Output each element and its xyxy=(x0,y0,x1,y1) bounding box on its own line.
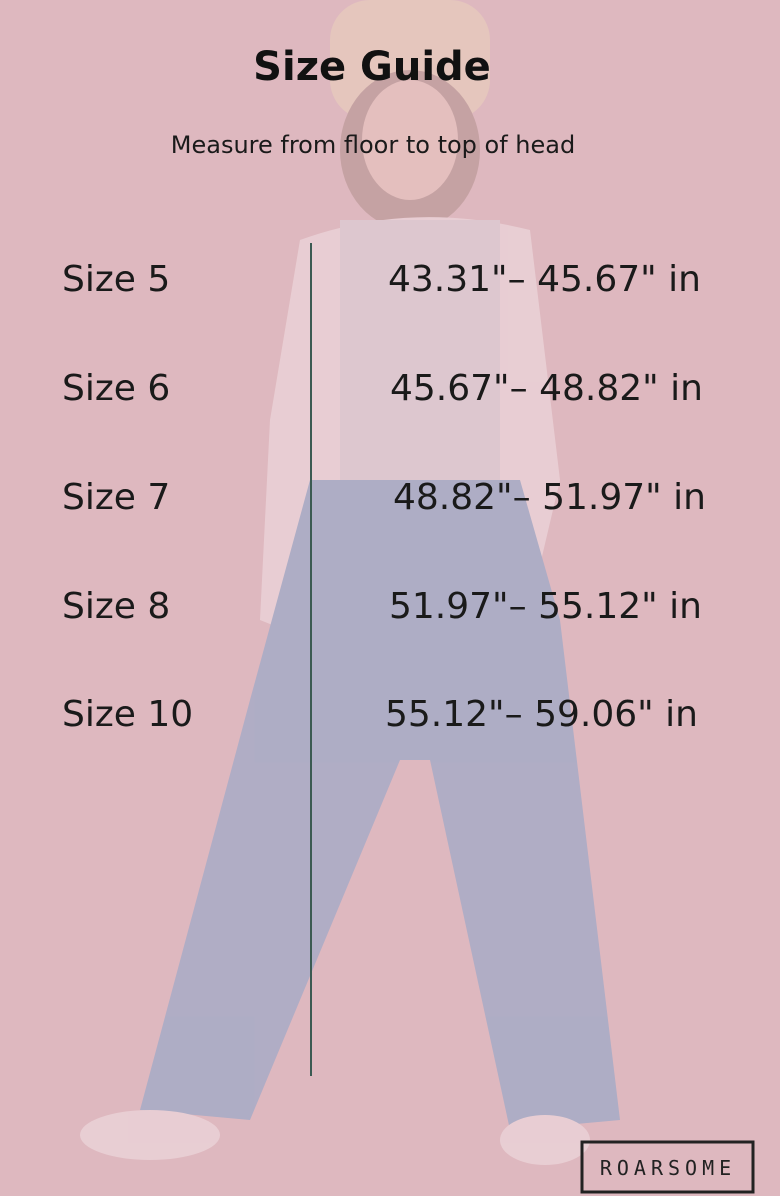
logo-box xyxy=(580,1140,755,1194)
logo: ROARSOME xyxy=(600,1156,736,1180)
size-range: 43.31"– 45.67" in xyxy=(388,259,701,300)
size-range: 45.67"– 48.82" in xyxy=(390,368,703,409)
photo-figure xyxy=(80,0,620,1165)
size-label: Size 7 xyxy=(62,477,170,518)
size-label: Size 8 xyxy=(62,586,170,627)
size-range: 55.12"– 59.06" in xyxy=(385,694,698,735)
subtitle: Measure from floor to top of head xyxy=(171,131,575,159)
size-label: Size 5 xyxy=(62,259,170,300)
size-label: Size 6 xyxy=(62,368,170,409)
size-range: 48.82"– 51.97" in xyxy=(393,477,706,518)
size-range: 51.97"– 55.12" in xyxy=(389,586,702,627)
size-label: Size 10 xyxy=(62,694,193,735)
title: Size Guide xyxy=(253,44,491,90)
